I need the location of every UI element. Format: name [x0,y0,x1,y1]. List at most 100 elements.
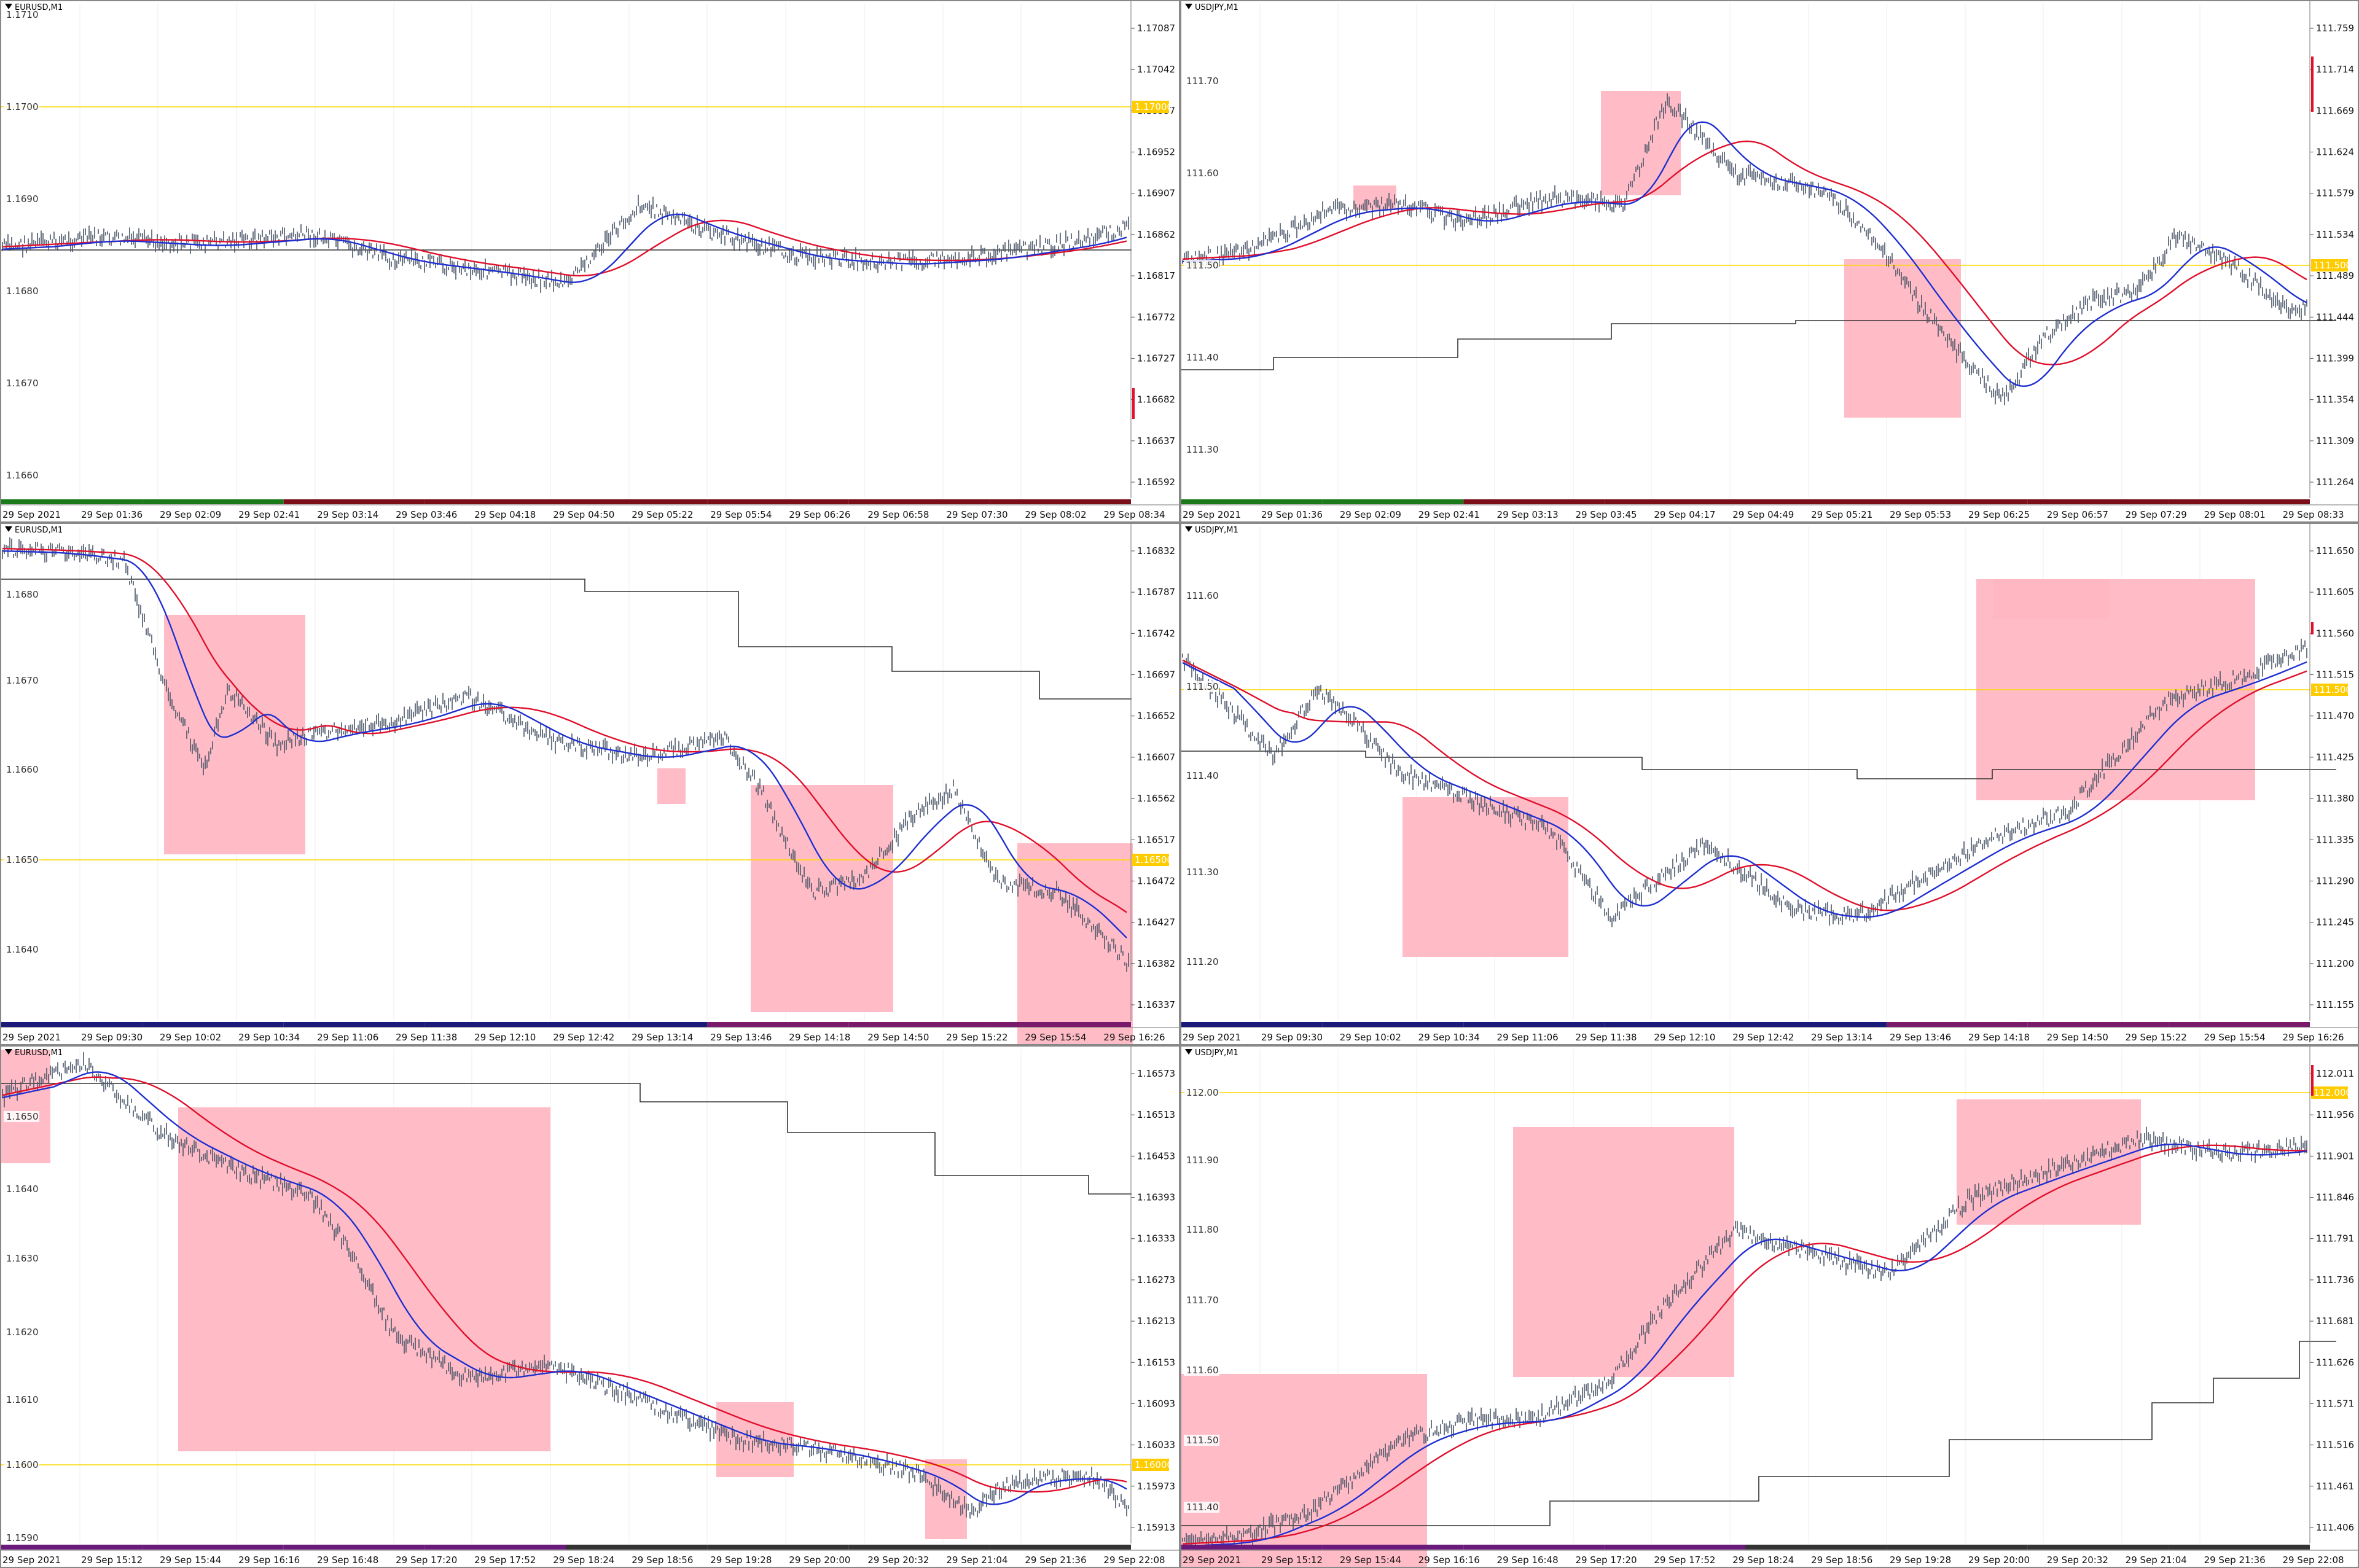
time-axis-label: 29 Sep 05:22 [632,509,693,520]
time-axis-label: 29 Sep 13:46 [1890,1032,1951,1043]
axis-price-label: 111.901 [2316,1150,2354,1161]
chart-menu-icon[interactable] [1185,1049,1192,1055]
chart-canvas: 1.1650 1.1640 1.1630 1.1620 1.1610 1.1600 1.15… [1,1047,1179,1566]
axis-price-label: 1.16517 [1137,834,1175,845]
price-label-bg [1184,168,1219,179]
time-axis-label: 29 Sep 2021 [1183,1554,1241,1566]
session-segment [990,499,1131,504]
time-axis-label: 29 Sep 08:33 [2282,509,2344,520]
axis-price-label: 111.571 [2316,1398,2354,1409]
chart-title: USDJPY,M1 [1185,3,1238,13]
chart-menu-icon[interactable] [1185,526,1192,532]
time-axis-label: 29 Sep 12:10 [1654,1032,1715,1043]
axis-price-label: 111.515 [2316,669,2354,681]
session-segment [424,1545,566,1550]
time-axis-label: 29 Sep 06:58 [867,509,929,520]
session-segment [707,499,849,504]
time-axis-label: 29 Sep 14:18 [789,1032,850,1043]
slow-moving-average-line [2,1076,1127,1493]
time-axis-label: 29 Sep 20:00 [789,1554,850,1566]
chart-canvas: 111.70 111.60 111.50 111.40 111.30 111.759 111… [1181,1,2358,520]
axis-price-label: 111.245 [2316,917,2354,928]
chart-menu-icon[interactable] [5,526,12,532]
time-axis-label: 29 Sep 07:29 [2126,509,2187,520]
price-label-bg [4,589,39,600]
time-axis-label: 29 Sep 12:10 [474,1032,536,1043]
price-tag-label: 111.500 [2314,260,2352,271]
time-axis-label: 29 Sep 02:09 [1340,509,1401,520]
chart-pane-eurusd-top[interactable]: 1.1710 1.1700 1.1690 1.1680 1.1670 1.1660 1.17… [0,0,1180,523]
time-axis-label: 29 Sep 16:26 [1103,1032,1165,1043]
axis-price-label: 1.16682 [1137,394,1175,405]
chart-canvas: 1.1680 1.1670 1.1660 1.1650 1.1640 1.16832 1.1… [1,524,1179,1044]
inner-price-label: 111.30 [1186,444,1219,455]
time-axis-label: 29 Sep 10:02 [160,1032,221,1043]
chart-menu-icon[interactable] [5,4,12,9]
time-axis-label: 29 Sep 13:14 [1811,1032,1872,1043]
session-segment [2169,499,2310,504]
session-segment [707,1545,849,1550]
chart-pane-eurusd-bot[interactable]: 1.1650 1.1640 1.1630 1.1620 1.1610 1.1600 1.15… [0,1045,1180,1568]
session-segment [1,1022,143,1027]
axis-price-label: 1.16382 [1137,958,1175,969]
axis-price-label: 1.17087 [1137,23,1175,34]
time-axis-label: 29 Sep 05:53 [1890,509,1951,520]
session-segment [1322,1545,1464,1550]
price-label-bg [4,944,39,955]
axis-price-label: 111.650 [2316,545,2354,556]
session-segment [990,1022,1131,1027]
inner-price-label: 1.1700 [6,101,39,112]
step-line [1181,751,2336,779]
time-axis-label: 29 Sep 02:41 [1418,509,1480,520]
axis-price-label: 111.624 [2316,147,2354,158]
session-segment [1,499,143,504]
slow-moving-average-line [1182,659,2307,911]
price-label-bg [1184,1087,1219,1098]
price-label-bg [4,378,39,389]
chart-title: USDJPY,M1 [1185,526,1238,536]
session-segment [1887,1545,2028,1550]
session-segment [1745,1022,1887,1027]
time-axis-label: 29 Sep 15:54 [1025,1032,1086,1043]
time-axis-label: 29 Sep 19:28 [1890,1554,1951,1566]
time-axis-label: 29 Sep 08:01 [2204,509,2266,520]
chart-pane-eurusd-mid[interactable]: 1.1680 1.1670 1.1660 1.1650 1.1640 1.16832 1.1… [0,523,1180,1045]
slow-moving-average-line [1182,140,2307,365]
axis-price-label: 111.956 [2316,1109,2354,1120]
time-axis-label: 29 Sep 22:08 [2282,1554,2344,1566]
time-axis-label: 29 Sep 12:42 [1732,1032,1794,1043]
chart-menu-icon[interactable] [5,1049,12,1055]
price-label-bg [1184,1155,1219,1166]
session-strip [1181,499,2310,504]
time-axis-label: 29 Sep 15:22 [2126,1032,2187,1043]
axis-price-label: 111.626 [2316,1357,2354,1368]
chart-menu-icon[interactable] [1185,4,1192,9]
axis-price-label: 1.16727 [1137,353,1175,364]
axis-price-label: 1.16787 [1137,587,1175,598]
time-axis-label: 29 Sep 17:52 [1654,1554,1715,1566]
inner-price-label: 1.1650 [6,1111,39,1122]
session-segment [1604,1545,1746,1550]
inner-price-label: 1.1670 [6,378,39,389]
chart-title: EURUSD,M1 [5,3,63,13]
chart-pane-usdjpy-top[interactable]: 111.70 111.60 111.50 111.40 111.30 111.759 111… [1180,0,2359,523]
chart-pane-usdjpy-bot[interactable]: 112.00 111.90 111.80 111.70 111.60 111.50 111.… [1180,1045,2359,1568]
time-axis-label: 29 Sep 08:34 [1103,509,1165,520]
time-axis-label: 29 Sep 03:14 [317,509,378,520]
chart-pane-usdjpy-mid[interactable]: 111.60 111.50 111.40 111.30 111.20 111.650 111… [1180,523,2359,1045]
time-axis-label: 29 Sep 14:50 [867,1032,929,1043]
price-label-bg [1184,1224,1219,1235]
axis-price-label: 1.16393 [1137,1192,1175,1203]
inner-price-label: 1.1640 [6,944,39,955]
price-label-bg [1184,76,1219,87]
session-segment [1181,1022,1323,1027]
session-segment [1322,499,1464,504]
inner-price-label: 111.70 [1186,76,1219,87]
axis-price-label: 111.200 [2316,958,2354,969]
fast-moving-average-line [2,1071,1127,1505]
session-segment [1887,499,2028,504]
axis-price-label: 111.534 [2316,229,2354,240]
time-axis-label: 29 Sep 05:54 [710,509,772,520]
price-bars [1182,93,2307,405]
red-marker [1132,388,1135,419]
